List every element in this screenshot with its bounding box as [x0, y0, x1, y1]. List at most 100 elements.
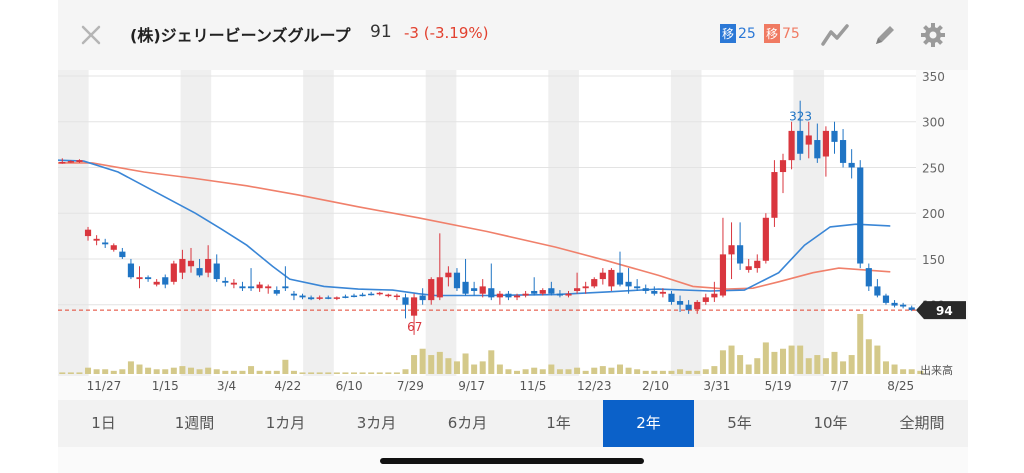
x-tick-label: 7/29 — [397, 379, 424, 393]
close-icon[interactable] — [78, 22, 104, 48]
ma-25-indicator[interactable]: 移 25 — [720, 24, 756, 43]
line-chart-icon[interactable] — [820, 20, 850, 50]
pencil-icon[interactable] — [870, 20, 900, 50]
volume-bar — [196, 369, 203, 374]
ma-75-value: 75 — [782, 26, 800, 42]
candle-body — [316, 297, 323, 299]
volume-bar — [462, 353, 469, 374]
candle-body — [694, 301, 701, 310]
grid-band — [58, 70, 89, 376]
candle-body — [179, 258, 186, 273]
volume-bar — [505, 369, 512, 374]
candle-body — [737, 245, 744, 264]
ma75-line — [58, 162, 891, 290]
candle-body — [582, 286, 589, 289]
tab-1d[interactable]: 1日 — [91, 414, 116, 432]
volume-bar — [153, 369, 160, 374]
tab-3m[interactable]: 3カ月 — [356, 414, 397, 432]
candle-body — [659, 291, 666, 294]
volume-bar — [308, 372, 315, 374]
tab-1w[interactable]: 1週間 — [174, 414, 215, 432]
volume-bar — [368, 372, 375, 374]
candle-body — [428, 279, 435, 301]
tab-1y[interactable]: 1年 — [546, 414, 571, 432]
volume-bar — [900, 369, 907, 374]
candle-body — [488, 288, 495, 298]
candle-body — [522, 293, 529, 296]
max-price-label: 323 — [789, 110, 812, 124]
gear-icon[interactable] — [918, 20, 948, 50]
candlestick-chart[interactable]: 3503002502001501009432367出来高11/271/153/4… — [58, 0, 968, 400]
volume-bar — [187, 367, 194, 374]
candle-body — [325, 297, 332, 299]
stock-name: (株)ジェリービーンズグループ — [130, 26, 351, 45]
volume-bar — [453, 361, 460, 374]
volume-bar — [419, 348, 426, 374]
volume-bar — [479, 361, 486, 374]
volume-bar — [599, 366, 606, 374]
x-tick-label: 8/25 — [887, 379, 914, 393]
volume-bar — [230, 370, 237, 374]
x-tick-label: 11/5 — [519, 379, 546, 393]
volume-bar — [239, 370, 246, 374]
candle-body — [445, 272, 452, 278]
home-indicator[interactable] — [380, 458, 644, 464]
x-tick-label: 3/4 — [217, 379, 236, 393]
volume-bar — [531, 367, 538, 374]
volume-bar — [822, 358, 829, 374]
tab-1m[interactable]: 1カ月 — [265, 414, 306, 432]
tab-10y[interactable]: 10年 — [813, 414, 848, 432]
x-tick-label: 3/31 — [703, 379, 730, 393]
volume-bar — [805, 358, 812, 374]
ma-75-indicator[interactable]: 移 75 — [764, 24, 800, 43]
candle-body — [574, 288, 581, 291]
volume-bar — [385, 372, 392, 374]
candle-body — [719, 254, 727, 296]
volume-bar — [496, 364, 503, 374]
candle-body — [857, 167, 864, 264]
candle-body — [136, 277, 143, 280]
candle-body — [170, 263, 177, 282]
tab-all[interactable]: 全期間 — [899, 414, 945, 432]
tab-2y[interactable]: 2年 — [603, 400, 694, 447]
tab-5y[interactable]: 5年 — [727, 414, 752, 432]
volume-bar — [651, 370, 658, 374]
tab-6m[interactable]: 6カ月 — [447, 414, 488, 432]
ma-75-tag: 移 — [764, 24, 781, 43]
volume-bar — [642, 370, 649, 374]
volume-bar — [59, 372, 66, 374]
stock-chart-app: (株)ジェリービーンズグループ 91 -3 (-3.19%) 移 25 移 75 3… — [58, 0, 968, 473]
candle-body — [196, 268, 203, 276]
candle-body — [797, 130, 804, 154]
volume-bar — [711, 366, 718, 374]
x-tick-label: 12/23 — [577, 379, 612, 393]
y-tick-label: 250 — [922, 161, 945, 175]
volume-bar — [282, 359, 289, 374]
candle-body — [754, 260, 761, 269]
candle-body — [385, 294, 392, 297]
candle-body — [205, 258, 212, 273]
volume-bar — [634, 369, 641, 374]
candle-body — [187, 260, 195, 267]
volume-bar — [797, 345, 804, 374]
candle-body — [84, 229, 92, 237]
candle-body — [368, 293, 375, 296]
candle-body — [539, 290, 546, 294]
candle-body — [591, 279, 598, 287]
candle-body — [848, 162, 855, 168]
volume-bar — [762, 342, 769, 374]
candle-body — [702, 297, 709, 302]
candle-body — [436, 277, 443, 298]
volume-bar — [728, 345, 735, 374]
volume-bar — [351, 372, 358, 374]
volume-bar — [780, 348, 787, 374]
candle-body — [625, 281, 632, 287]
volume-bar — [471, 364, 478, 374]
ma25-line — [58, 159, 891, 297]
candle-body — [453, 272, 461, 289]
stock-price: 91 — [370, 22, 392, 42]
volume-bar — [591, 367, 598, 374]
volume-bar — [831, 351, 838, 374]
candle-body — [410, 297, 418, 316]
candle-body — [402, 297, 409, 305]
